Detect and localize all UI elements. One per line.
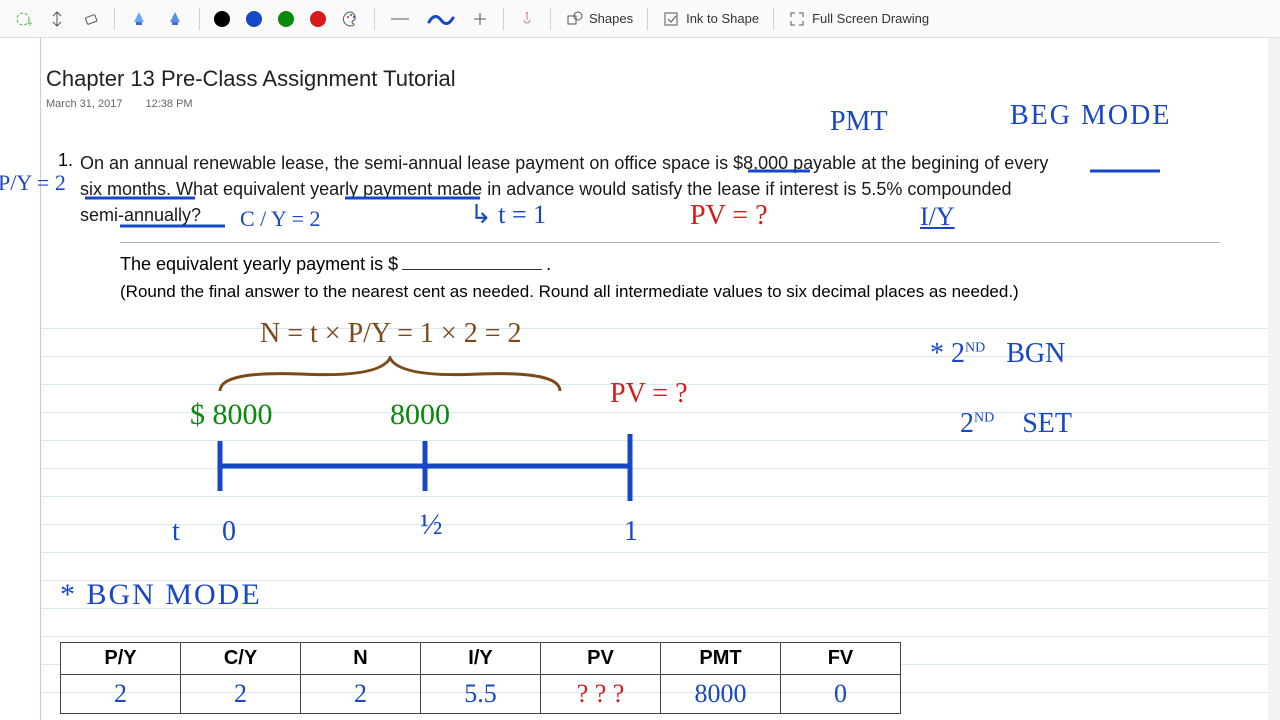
table-cell: 0 [781, 675, 901, 714]
table-header: PMT [661, 643, 781, 675]
ink-to-shape-button[interactable]: Ink to Shape [656, 4, 765, 34]
hw-pmt: PMT [830, 106, 888, 138]
hw-2nd-a: * 2 [930, 338, 965, 369]
table-header: FV [781, 643, 901, 675]
hw-2nd-b: 2 [960, 408, 974, 439]
toolbar-separator [199, 8, 200, 30]
page-meta: March 31, 2017 12:38 PM [46, 98, 213, 110]
table-header: PV [541, 643, 661, 675]
problem-line-1: On an annual renewable lease, the semi-a… [80, 153, 1048, 173]
hw-n-eq: N = t × P/Y = 1 × 2 = 2 [260, 318, 522, 350]
fullscreen-label: Full Screen Drawing [812, 11, 929, 26]
table-cell: 2 [181, 675, 301, 714]
hw-cy2: C / Y = 2 [240, 206, 320, 232]
table-cell: 2 [61, 675, 181, 714]
drawing-toolbar: + Shapes Ink to Shape Full Screen Drawin… [0, 0, 1280, 38]
hw-t0: 0 [222, 516, 236, 548]
svg-text:+: + [27, 19, 32, 28]
shapes-button[interactable]: Shapes [559, 4, 639, 34]
hw-amt2: 8000 [390, 398, 450, 432]
wave-stroke-icon[interactable] [421, 4, 461, 34]
table-header: N [301, 643, 421, 675]
palette-icon[interactable] [336, 4, 366, 34]
hw-t1: ↳ t = 1 [470, 200, 546, 230]
pen-black-icon[interactable] [208, 4, 236, 34]
thin-stroke-icon[interactable] [383, 4, 417, 34]
table-cell: 8000 [661, 675, 781, 714]
answer-prompt-text: The equivalent yearly payment is $ [120, 254, 398, 274]
scrollbar[interactable] [1268, 38, 1280, 720]
table-header: P/Y [61, 643, 181, 675]
problem-line-2: six months. What equivalent yearly payme… [80, 179, 1012, 199]
hw-nd2: ND [974, 411, 994, 426]
answer-prompt: The equivalent yearly payment is $. [120, 254, 551, 275]
table-header-row: P/YC/YNI/YPVPMTFV [61, 643, 901, 675]
table-cell: ? ? ? [541, 675, 661, 714]
lasso-tool-icon[interactable]: + [8, 4, 38, 34]
answer-blank [402, 269, 542, 270]
page-time: 12:38 PM [146, 98, 193, 110]
pen-green-icon[interactable] [272, 4, 300, 34]
table-cell: 5.5 [421, 675, 541, 714]
hw-bgn-mode: * BGN MODE [60, 578, 262, 612]
shapes-label: Shapes [589, 11, 633, 26]
eraser-icon[interactable] [76, 4, 106, 34]
margin-line [40, 38, 41, 720]
hw-py2: P/Y = 2 [0, 170, 66, 196]
hw-amt1: $ 8000 [190, 398, 273, 432]
note-page: Chapter 13 Pre-Class Assignment Tutorial… [0, 38, 1280, 720]
plus-stroke-icon[interactable] [465, 4, 495, 34]
hw-pvq: PV = ? [690, 200, 768, 232]
timeline-svg [180, 356, 660, 526]
page-title: Chapter 13 Pre-Class Assignment Tutorial [46, 66, 456, 92]
pen-blue-icon[interactable] [240, 4, 268, 34]
toolbar-separator [374, 8, 375, 30]
pen-red-icon[interactable] [304, 4, 332, 34]
hw-pvq2: PV = ? [610, 378, 688, 410]
hw-set: SET [1022, 408, 1072, 439]
problem-number: 1. [58, 150, 73, 171]
table-header: C/Y [181, 643, 301, 675]
hw-bgn: BGN [1006, 338, 1065, 369]
hw-2nd-set: 2ND SET [960, 408, 1072, 440]
hw-t1-tick: 1 [624, 516, 638, 548]
toolbar-separator [503, 8, 504, 30]
highlighter-1-icon[interactable] [123, 4, 155, 34]
insert-space-icon[interactable] [42, 4, 72, 34]
touch-icon[interactable] [512, 4, 542, 34]
problem-line-3: semi-annually? [80, 205, 201, 225]
table-cell: 2 [301, 675, 421, 714]
toolbar-separator [550, 8, 551, 30]
table-header: I/Y [421, 643, 541, 675]
rounding-note: (Round the final answer to the nearest c… [120, 282, 1019, 302]
answer-end: . [546, 254, 551, 274]
toolbar-separator [114, 8, 115, 30]
tvm-table: P/YC/YNI/YPVPMTFV 2225.5? ? ?80000 [60, 642, 901, 714]
hw-beg-mode: BEG MODE [1010, 100, 1171, 132]
fullscreen-button[interactable]: Full Screen Drawing [782, 4, 935, 34]
ink-to-shape-label: Ink to Shape [686, 11, 759, 26]
toolbar-separator [647, 8, 648, 30]
hw-2nd-bgn: * 2ND BGN [930, 338, 1065, 370]
hw-nd: ND [965, 341, 985, 356]
hw-t-label: t [172, 516, 180, 548]
highlighter-2-icon[interactable] [159, 4, 191, 34]
hw-iy: I/Y [920, 202, 955, 232]
table-row: 2225.5? ? ?80000 [61, 675, 901, 714]
toolbar-separator [773, 8, 774, 30]
page-date: March 31, 2017 [46, 98, 122, 110]
problem-divider [120, 242, 1220, 243]
hw-thalf: ½ [420, 508, 443, 542]
